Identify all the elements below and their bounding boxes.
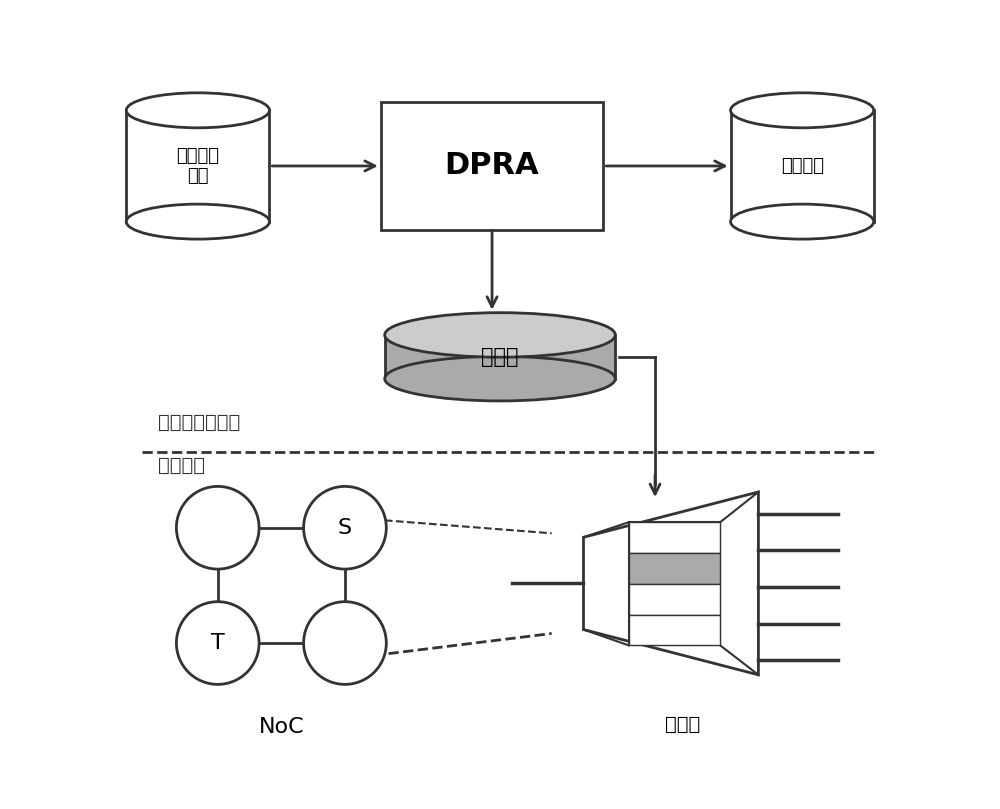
Circle shape (176, 602, 259, 684)
Bar (381, 103, 603, 230)
Ellipse shape (385, 357, 615, 401)
Ellipse shape (126, 93, 269, 128)
Bar (126, 110, 269, 222)
Text: 节点信息: 节点信息 (781, 157, 824, 175)
Text: 离线生成路由表: 离线生成路由表 (158, 413, 240, 432)
Text: 交换机: 交换机 (665, 714, 701, 734)
Text: 在线路由: 在线路由 (158, 456, 205, 475)
Text: T: T (211, 633, 225, 653)
Ellipse shape (385, 312, 615, 358)
Bar (629, 584, 720, 615)
Ellipse shape (126, 204, 269, 239)
Circle shape (176, 486, 259, 569)
Bar (629, 522, 720, 646)
Text: NoC: NoC (259, 717, 304, 736)
Bar (629, 553, 720, 584)
Polygon shape (583, 492, 758, 675)
Bar (731, 110, 874, 222)
Circle shape (304, 602, 386, 684)
Bar (629, 615, 720, 646)
Text: DPRA: DPRA (445, 151, 539, 180)
Text: 路由表: 路由表 (481, 347, 519, 366)
Ellipse shape (731, 93, 874, 128)
Bar (629, 522, 720, 553)
Ellipse shape (731, 204, 874, 239)
Text: 故障链路
配置: 故障链路 配置 (176, 146, 219, 185)
Bar (385, 335, 615, 379)
Text: S: S (338, 518, 352, 538)
Circle shape (304, 486, 386, 569)
